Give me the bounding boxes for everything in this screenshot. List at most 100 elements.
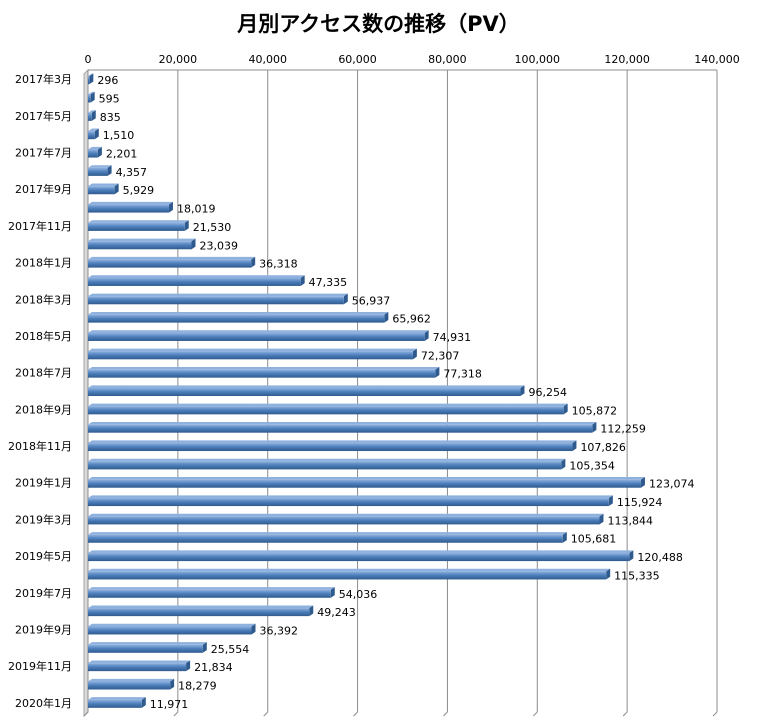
bar-end-face (562, 532, 567, 543)
data-label: 72,307 (421, 349, 460, 362)
data-label: 123,074 (649, 478, 695, 491)
bar-end-face (640, 477, 645, 488)
bar-end-face (89, 73, 94, 85)
bar-top-face (88, 311, 389, 315)
gridline-depth (622, 711, 628, 717)
category-label: 2019年11月 (8, 659, 72, 673)
category-label: 2018年9月 (15, 402, 72, 416)
bar-end-face (520, 385, 525, 396)
bar-top-face (88, 330, 429, 333)
category-label: 2019年3月 (15, 512, 72, 526)
bar-top-face (88, 275, 305, 278)
bar-top-face (88, 623, 256, 627)
x-tick-label: 140,000 (694, 53, 740, 66)
bar-end-face (606, 568, 611, 580)
data-label: 5,929 (123, 184, 155, 197)
bar-top-face (88, 238, 196, 242)
bar-end-face (184, 220, 189, 231)
category-label: 2017年3月 (15, 72, 72, 86)
bar-top-face (88, 532, 567, 535)
bars-layer (88, 73, 645, 708)
bar-end-face (412, 348, 417, 360)
data-label: 54,036 (339, 588, 378, 601)
bar (88, 461, 562, 470)
bar-end-face (251, 623, 256, 635)
bar (88, 443, 573, 452)
bar-top-face (88, 366, 440, 370)
bar (88, 332, 425, 341)
bar-top-face (88, 477, 645, 480)
bar-top-face (88, 220, 189, 223)
category-label: 2017年7月 (15, 146, 72, 160)
bar (88, 76, 90, 85)
labels-layer: 0 20,000 40,000 60,000 80,000 100,000 120,000 1… (8, 53, 740, 711)
data-label: 77,318 (443, 368, 482, 381)
data-label: 107,826 (580, 441, 626, 454)
data-label: 96,254 (528, 386, 567, 399)
bar-top-face (88, 256, 256, 260)
data-label: 23,039 (200, 239, 239, 252)
bar-end-face (170, 678, 175, 690)
bar-top-face (88, 458, 566, 462)
bar-top-face (88, 697, 146, 700)
chart-title: 月別アクセス数の推移（PV） (237, 12, 520, 36)
bar-end-face (435, 366, 440, 378)
data-label: 11,971 (150, 698, 189, 711)
bar (88, 351, 413, 360)
bar (88, 571, 607, 580)
data-label: 65,962 (392, 313, 431, 326)
bar (88, 534, 563, 543)
gridline-depth (443, 711, 448, 717)
bar-top-face (88, 73, 94, 77)
data-label: 105,354 (569, 459, 615, 472)
bar-end-face (97, 146, 102, 158)
x-tick-label: 60,000 (338, 53, 377, 66)
data-label: 47,335 (309, 276, 348, 289)
bar (88, 681, 171, 690)
bar-top-face (88, 146, 102, 150)
data-label: 115,924 (617, 496, 663, 509)
data-label: 112,259 (600, 423, 646, 436)
bar-top-face (88, 110, 96, 113)
category-label: 2017年11月 (8, 219, 72, 233)
data-label: 595 (99, 93, 120, 106)
bar-end-face (563, 403, 568, 415)
bar (88, 369, 436, 378)
data-label: 2,201 (106, 148, 138, 161)
data-label: 115,335 (614, 569, 660, 582)
data-label: 74,931 (433, 331, 472, 344)
bar-end-face (90, 91, 95, 103)
bar-end-face (186, 660, 191, 672)
gridline-depth (532, 711, 538, 717)
bar (88, 314, 385, 323)
bar (88, 608, 310, 617)
bar (88, 644, 203, 653)
data-label: 36,318 (259, 258, 298, 271)
bar-end-face (424, 330, 429, 341)
data-label: 25,554 (211, 643, 250, 656)
gridline-depth (83, 711, 89, 717)
axis-depth-wall (83, 68, 89, 718)
bar-top-face (88, 440, 577, 444)
data-label: 18,279 (178, 679, 217, 692)
bar-top-face (88, 642, 207, 645)
category-label: 2018年3月 (15, 292, 72, 306)
bar-top-face (88, 385, 525, 388)
bar (88, 296, 344, 305)
bar-end-face (91, 110, 96, 121)
bar-top-face (88, 605, 314, 609)
data-label: 49,243 (317, 606, 356, 619)
x-tick-label: 40,000 (248, 53, 287, 66)
category-label: 2018年11月 (8, 439, 72, 453)
bar-top-face (88, 495, 613, 499)
bar (88, 112, 92, 121)
category-label: 2017年5月 (15, 109, 72, 123)
bar-top-face (88, 568, 611, 572)
category-label: 2018年7月 (15, 366, 72, 380)
x-tick-label: 20,000 (159, 53, 198, 66)
category-label: 2018年5月 (15, 329, 72, 343)
gridline-depth (353, 711, 358, 717)
category-label: 2019年9月 (15, 622, 72, 636)
bar-top-face (88, 660, 191, 664)
